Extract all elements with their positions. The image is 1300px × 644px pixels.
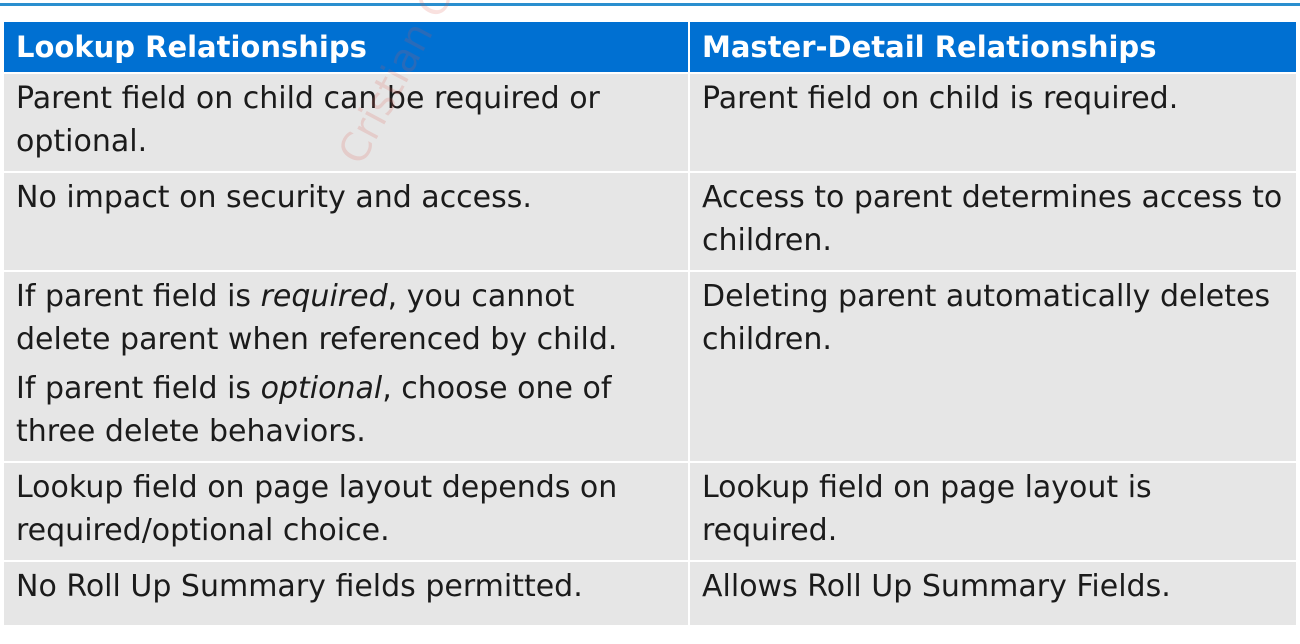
- text-segment: , you cannot delete parent when referenc…: [16, 279, 618, 357]
- cell-master-detail: Lookup field on page layout is required.: [689, 461, 1296, 561]
- text-segment: If parent field is: [16, 371, 261, 406]
- cell-master-detail: Parent field on child is required.: [689, 72, 1296, 172]
- header-master-detail: Master-Detail Relationships: [689, 22, 1296, 73]
- emphasis-required: required: [260, 279, 388, 314]
- table-row: If parent field is required, you cannot …: [4, 270, 1296, 462]
- paragraph-required: If parent field is required, you cannot …: [16, 275, 676, 361]
- comparison-table: Lookup Relationships Master-Detail Relat…: [4, 22, 1296, 625]
- emphasis-optional: optional: [260, 371, 383, 406]
- cell-lookup: Parent field on child can be required or…: [4, 72, 690, 172]
- cell-master-detail: Deleting parent automatically deletes ch…: [689, 270, 1296, 462]
- cell-master-detail: Access to parent determines access to ch…: [689, 171, 1296, 271]
- table-row: Lookup field on page layout depends on r…: [4, 461, 1296, 561]
- cell-lookup: If parent field is required, you cannot …: [4, 270, 690, 462]
- top-rule: [0, 3, 1300, 6]
- text-segment: If parent field is: [16, 279, 261, 314]
- table-row: Parent field on child can be required or…: [4, 72, 1296, 172]
- text-segment: , choose one of three delete behaviors.: [16, 371, 612, 449]
- table-row: No impact on security and access. Access…: [4, 171, 1296, 271]
- cell-lookup: No Roll Up Summary fields permitted.: [4, 560, 690, 625]
- cell-lookup: No impact on security and access.: [4, 171, 690, 271]
- header-row: Lookup Relationships Master-Detail Relat…: [4, 22, 1296, 73]
- table-row: No Roll Up Summary fields permitted. All…: [4, 560, 1296, 625]
- cell-master-detail: Allows Roll Up Summary Fields.: [689, 560, 1296, 625]
- header-lookup: Lookup Relationships: [4, 22, 690, 73]
- paragraph-optional: If parent field is optional, choose one …: [16, 367, 676, 453]
- cell-lookup: Lookup field on page layout depends on r…: [4, 461, 690, 561]
